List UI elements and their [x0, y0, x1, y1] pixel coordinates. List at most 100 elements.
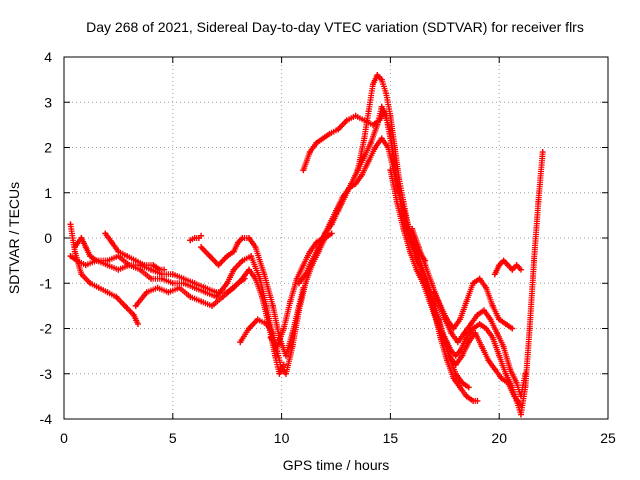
- data-point: [309, 257, 316, 264]
- data-point: [480, 307, 487, 314]
- data-point: [504, 379, 511, 386]
- y-tick-label: 4: [44, 49, 52, 65]
- data-point: [374, 72, 381, 79]
- series-track-6: [187, 232, 205, 244]
- data-point: [470, 280, 477, 287]
- data-point: [513, 262, 520, 269]
- series-track-12: [354, 72, 546, 418]
- data-point: [252, 244, 259, 251]
- ticks: [63, 56, 609, 420]
- data-point: [302, 271, 309, 278]
- data-point: [230, 266, 237, 273]
- data-point: [365, 158, 372, 165]
- data-point: [441, 316, 448, 323]
- data-point: [413, 266, 420, 273]
- data-point: [474, 397, 481, 404]
- x-axis-label: GPS time / hours: [283, 457, 390, 473]
- data-point: [261, 271, 268, 278]
- chart-title: Day 268 of 2021, Sidereal Day-to-day VTE…: [86, 19, 584, 35]
- data-point: [422, 262, 429, 269]
- data-point: [343, 117, 350, 124]
- data-point: [400, 198, 407, 205]
- data-point: [224, 253, 231, 260]
- data-point: [132, 302, 139, 309]
- data-point: [198, 298, 205, 305]
- data-point: [509, 325, 516, 332]
- data-point: [517, 266, 524, 273]
- data-point: [404, 221, 411, 228]
- data-point: [104, 289, 111, 296]
- data-point: [282, 370, 289, 377]
- data-point: [478, 343, 485, 350]
- data-point: [248, 253, 255, 260]
- data-point: [452, 370, 459, 377]
- data-point: [130, 311, 137, 318]
- data-point: [278, 366, 285, 373]
- data-point: [230, 284, 237, 291]
- data-point: [67, 253, 74, 260]
- data-point: [245, 325, 252, 332]
- data-point: [378, 76, 385, 83]
- data-point: [224, 280, 231, 287]
- data-point: [93, 257, 100, 264]
- data-point: [71, 244, 78, 251]
- data-point: [474, 311, 481, 318]
- data-point: [150, 262, 157, 269]
- data-point: [137, 266, 144, 273]
- data-point: [293, 275, 300, 282]
- data-point: [289, 343, 296, 350]
- data-point: [315, 244, 322, 251]
- data-point: [141, 262, 148, 269]
- data-point: [280, 325, 287, 332]
- data-point: [102, 230, 109, 237]
- data-point: [513, 379, 520, 386]
- data-point: [282, 352, 289, 359]
- data-point: [380, 108, 387, 115]
- data-point: [198, 244, 205, 251]
- data-point: [531, 257, 538, 264]
- data-point: [467, 320, 474, 327]
- data-point: [219, 293, 226, 300]
- data-point: [457, 384, 464, 391]
- data-point: [472, 330, 479, 337]
- data-point: [115, 248, 122, 255]
- data-point: [439, 334, 446, 341]
- data-point: [115, 266, 122, 273]
- data-point: [276, 370, 283, 377]
- series-track-5: [132, 266, 287, 377]
- y-axis-label: SDTVAR / TECUs: [6, 182, 22, 294]
- data-point: [450, 375, 457, 382]
- data-point: [393, 198, 400, 205]
- data-point: [387, 112, 394, 119]
- data-point: [121, 302, 128, 309]
- data-point: [367, 139, 374, 146]
- data-point: [517, 411, 524, 418]
- data-point: [369, 121, 376, 128]
- series-track-15: [409, 225, 529, 400]
- data-point: [465, 384, 472, 391]
- data-point: [383, 90, 390, 97]
- data-point: [465, 339, 472, 346]
- data-point: [319, 135, 326, 142]
- data-point: [457, 316, 464, 323]
- y-tick-label: 3: [44, 94, 52, 110]
- data-point: [126, 262, 133, 269]
- data-point: [322, 230, 329, 237]
- data-point: [245, 266, 252, 273]
- data-point: [78, 271, 85, 278]
- data-point: [296, 307, 303, 314]
- series-track-16: [491, 257, 524, 278]
- data-point: [491, 271, 498, 278]
- data-point: [154, 284, 161, 291]
- data-point: [187, 293, 194, 300]
- data-point: [82, 262, 89, 269]
- data-point: [148, 275, 155, 282]
- data-point: [387, 167, 394, 174]
- data-layer: [67, 72, 546, 418]
- data-point: [463, 393, 470, 400]
- data-point: [269, 302, 276, 309]
- data-point: [522, 370, 529, 377]
- data-point: [335, 126, 342, 133]
- data-point: [511, 393, 518, 400]
- data-point: [446, 352, 453, 359]
